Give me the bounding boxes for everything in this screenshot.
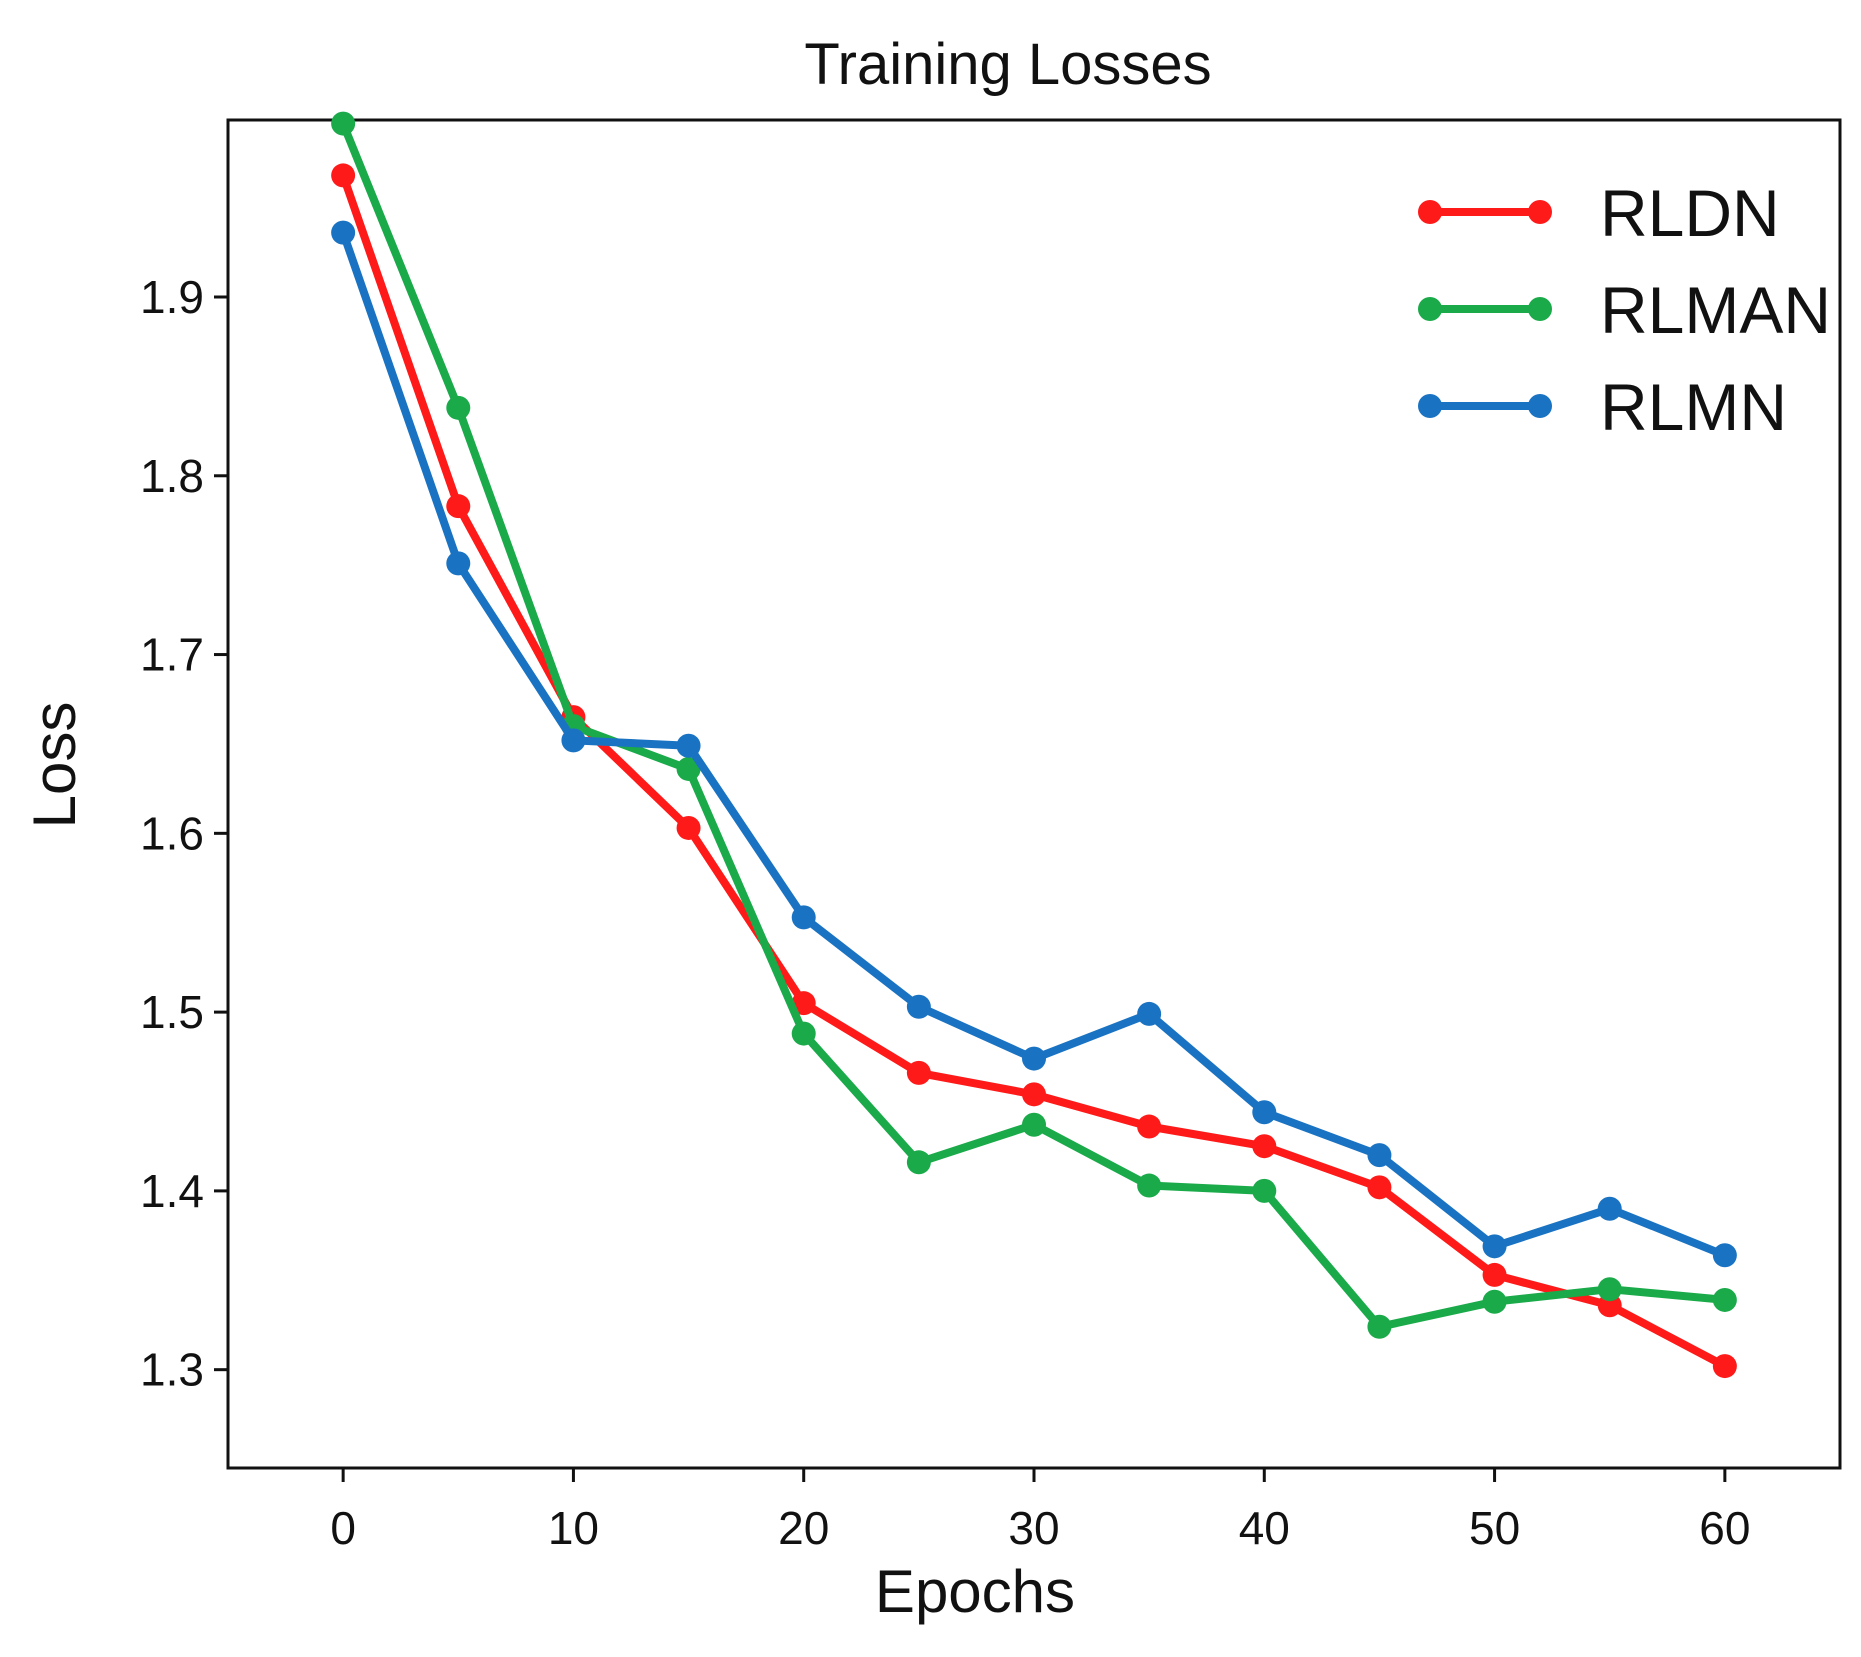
- legend-label-rlmn: RLMN: [1600, 370, 1787, 444]
- data-point-rlman: [1022, 1112, 1046, 1137]
- data-point-rlman: [331, 111, 356, 136]
- data-point-rldn: [331, 163, 356, 188]
- data-point-rlmn: [1482, 1234, 1507, 1259]
- x-tick-label: 50: [1469, 1502, 1520, 1554]
- data-point-rlman: [1367, 1314, 1392, 1339]
- y-tick-label: 1.8: [140, 450, 204, 502]
- chart-title: Training Losses: [804, 32, 1211, 97]
- data-point-rldn: [906, 1060, 931, 1085]
- y-tick-label: 1.6: [140, 807, 204, 859]
- data-point-rlmn: [676, 733, 701, 758]
- series-line-rldn: [339, 171, 1729, 1371]
- data-point-rlman: [1252, 1178, 1277, 1203]
- data-point-rlmn: [1252, 1100, 1277, 1125]
- data-point-rlmn: [1022, 1046, 1046, 1071]
- legend-marker-rlmn: [1528, 394, 1552, 418]
- plot-frame: [226, 118, 1842, 1470]
- series-rlman: [331, 111, 1737, 1339]
- legend: RLDN RLMAN RLMN: [1418, 176, 1831, 444]
- data-point-rlmn: [1137, 1001, 1162, 1026]
- x-tick-label: 20: [778, 1502, 829, 1554]
- data-point-rlman: [1482, 1289, 1507, 1314]
- data-point-rlman: [1712, 1287, 1737, 1312]
- x-tick-label: 10: [548, 1502, 599, 1554]
- y-tick-label: 1.7: [140, 629, 204, 681]
- data-point-rlman: [906, 1150, 931, 1175]
- data-point-rlmn: [1712, 1243, 1737, 1268]
- data-point-rldn: [676, 815, 701, 840]
- legend-marker-rlman: [1528, 297, 1552, 321]
- series-rlmn: [331, 220, 1737, 1268]
- x-tick-label: 0: [330, 1502, 356, 1554]
- data-point-rlmn: [791, 905, 816, 930]
- x-axis-title: Epochs: [875, 1558, 1075, 1625]
- data-point-rldn: [1712, 1354, 1737, 1379]
- data-point-rlmn: [1367, 1143, 1392, 1168]
- data-point-rlman: [676, 756, 701, 781]
- y-tick-label: 1.5: [140, 986, 204, 1038]
- data-point-rlmn: [446, 551, 471, 576]
- legend-item-rldn: RLDN: [1418, 176, 1780, 250]
- data-point-rlmn: [1597, 1196, 1622, 1221]
- legend-item-rlmn: RLMN: [1418, 370, 1787, 444]
- axes-layer: 0 10 20 30 40 50 60 1.3 1.4 1.5 1.6 1.7 1.8 1.9: [140, 118, 1842, 1554]
- y-axis-title: Loss: [21, 702, 88, 829]
- legend-marker-rldn: [1418, 200, 1442, 224]
- data-point-rlman: [1137, 1173, 1162, 1198]
- y-tick-label: 1.4: [140, 1165, 204, 1217]
- x-tick-label: 60: [1699, 1502, 1750, 1554]
- data-point-rlmn: [331, 220, 356, 245]
- series-rldn: [331, 163, 1737, 1379]
- series-layer: [331, 111, 1737, 1379]
- y-tick-label: 1.9: [140, 271, 204, 323]
- data-point-rldn: [1137, 1114, 1162, 1139]
- y-tick-label: 1.3: [140, 1344, 204, 1396]
- legend-marker-rldn: [1528, 200, 1552, 224]
- x-tick-label: 40: [1239, 1502, 1290, 1554]
- legend-item-rlman: RLMAN: [1418, 273, 1831, 347]
- data-point-rlmn: [906, 994, 931, 1019]
- series-line-rlman: [339, 119, 1729, 1331]
- legend-marker-rlman: [1418, 297, 1442, 321]
- data-point-rldn: [1367, 1175, 1392, 1200]
- legend-marker-rlmn: [1418, 394, 1442, 418]
- data-point-rlman: [791, 1021, 816, 1046]
- data-point-rlman: [446, 395, 471, 420]
- data-point-rldn: [446, 494, 471, 519]
- data-point-rldn: [791, 991, 816, 1016]
- data-point-rldn: [1022, 1082, 1046, 1107]
- data-point-rlmn: [561, 728, 586, 753]
- legend-label-rldn: RLDN: [1600, 176, 1780, 250]
- x-tick-label: 30: [1008, 1502, 1059, 1554]
- data-point-rldn: [1252, 1134, 1277, 1159]
- data-point-rldn: [1482, 1262, 1507, 1287]
- data-point-rlman: [1597, 1277, 1622, 1302]
- legend-label-rlman: RLMAN: [1600, 273, 1831, 347]
